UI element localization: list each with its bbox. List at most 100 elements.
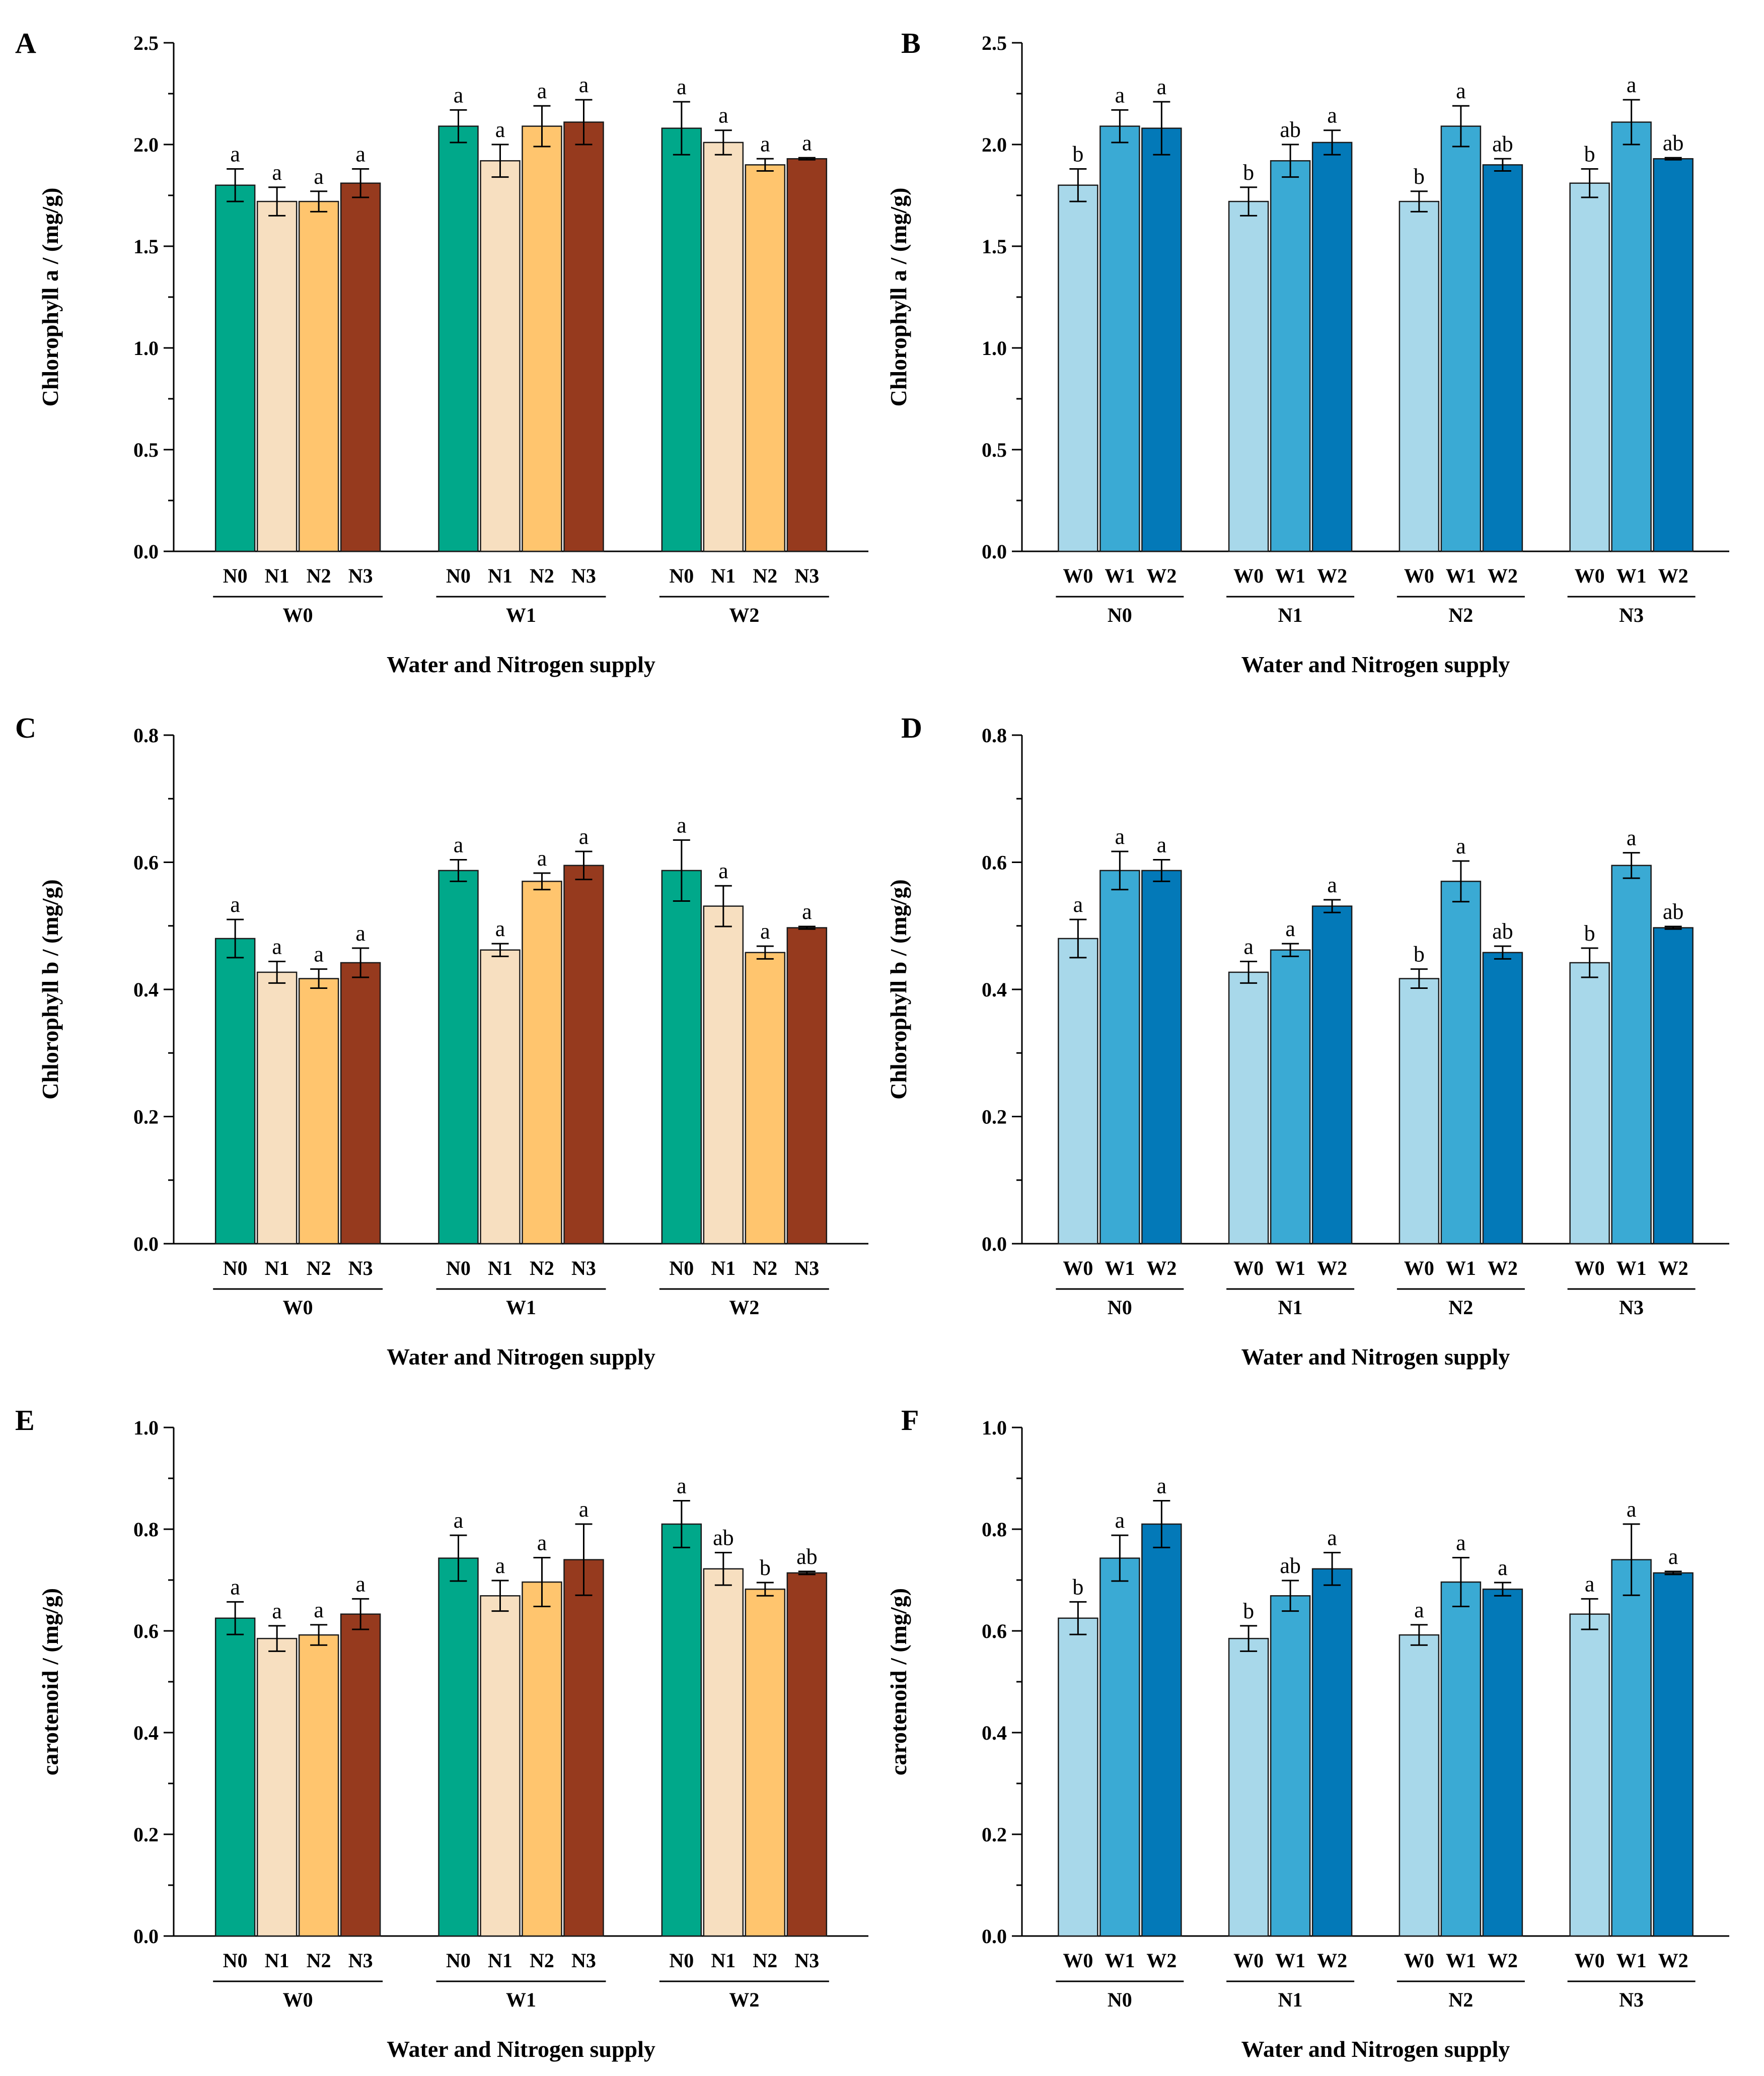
y-tick-label: 0.2	[133, 1823, 159, 1846]
group-label: N0	[1108, 604, 1132, 626]
category-label: N3	[794, 564, 819, 587]
significance-label: a	[1285, 916, 1295, 941]
bar-f-n3-w0	[1569, 1613, 1610, 1937]
category-label: W0	[1575, 1949, 1605, 1972]
bar-c-w2-n2	[745, 952, 786, 1245]
significance-label: a	[230, 892, 240, 917]
category-label: W2	[1658, 564, 1688, 587]
significance-label: a	[760, 131, 770, 156]
category-label: W1	[1446, 1257, 1476, 1279]
group-label: N2	[1448, 604, 1473, 626]
significance-label: a	[1585, 1571, 1595, 1596]
y-tick-label: 0.0	[982, 540, 1007, 563]
significance-label: a	[314, 942, 324, 967]
significance-label: b	[760, 1555, 771, 1580]
y-tick-label: 0.0	[133, 1233, 159, 1255]
category-label: W1	[1446, 564, 1476, 587]
significance-label: a	[1243, 934, 1254, 959]
category-label: N3	[348, 564, 373, 587]
significance-label: a	[1327, 1525, 1337, 1550]
panel-letter: E	[15, 1404, 35, 1437]
category-label: N3	[794, 1949, 819, 1972]
category-label: N0	[669, 1257, 694, 1279]
bar-f-n3-w2	[1653, 1572, 1694, 1937]
y-tick-label: 1.0	[133, 337, 159, 360]
significance-label: a	[1157, 75, 1167, 99]
significance-label: a	[1073, 892, 1083, 917]
x-axis-title: Water and Nitrogen supply	[1241, 1344, 1510, 1370]
bar-f-n1-w1	[1270, 1595, 1311, 1937]
bar-d-n0-w2	[1141, 870, 1182, 1245]
significance-label: a	[579, 73, 589, 97]
bar-b-n0-w2	[1141, 127, 1182, 552]
significance-label: b	[1072, 1574, 1083, 1599]
category-label: W0	[1575, 564, 1605, 587]
y-tick-label: 0.0	[133, 540, 159, 563]
significance-label: a	[314, 164, 324, 189]
bar-e-w2-n2	[745, 1588, 786, 1937]
significance-label: a	[537, 79, 547, 103]
bar-e-w0-n0	[214, 1617, 256, 1937]
bar-d-n3-w2	[1653, 927, 1694, 1245]
panel-letter: D	[901, 711, 922, 744]
category-label: W0	[1404, 564, 1434, 587]
significance-label: a	[230, 141, 240, 166]
group-label: N1	[1278, 604, 1303, 626]
significance-label: ab	[1280, 117, 1301, 142]
significance-label: a	[454, 1508, 464, 1533]
category-label: W1	[1275, 1949, 1305, 1972]
panel-a: A 0.0 0.5 1.0 1.5 2.0 2.5 Chlorophyll a / (mg/g…	[15, 27, 868, 677]
category-label: N1	[488, 1257, 512, 1279]
bar-c-w0-n0	[214, 938, 256, 1245]
panel-letter: C	[15, 711, 36, 744]
category-label: W1	[1105, 1949, 1135, 1972]
significance-label: a	[677, 813, 687, 837]
bar-e-w0-n2	[298, 1634, 339, 1937]
group-label: N3	[1619, 1988, 1644, 2011]
significance-label: a	[1115, 1508, 1125, 1533]
bar-f-n3-w1	[1611, 1559, 1652, 1937]
panel-letter: F	[901, 1404, 919, 1437]
bar-d-n0-w1	[1099, 870, 1140, 1245]
significance-label: a	[314, 1598, 324, 1622]
panel-e: E 0.0 0.2 0.4 0.6 0.8 1.0 carotenoid / (mg/g) a N…	[15, 1404, 868, 2062]
category-label: N2	[753, 564, 777, 587]
significance-label: a	[1414, 1598, 1424, 1622]
category-label: N0	[223, 1257, 248, 1279]
significance-label: ab	[1280, 1553, 1301, 1578]
y-tick-label: 2.0	[133, 133, 159, 156]
significance-label: a	[454, 83, 464, 107]
significance-label: a	[718, 858, 728, 883]
bar-c-w0-n3	[340, 962, 381, 1245]
category-label: N3	[348, 1949, 373, 1972]
significance-label: a	[495, 1553, 505, 1578]
significance-label: a	[272, 934, 282, 959]
bar-e-w2-n3	[786, 1572, 828, 1937]
significance-label: a	[1456, 834, 1466, 858]
category-label: W2	[1658, 1949, 1688, 1972]
category-label: N2	[753, 1257, 777, 1279]
bar-a-w2-n1	[703, 141, 744, 552]
bar-e-w1-n1	[480, 1595, 521, 1937]
y-tick-label: 0.8	[133, 1518, 159, 1541]
category-label: W2	[1488, 1257, 1518, 1279]
significance-label: a	[579, 1497, 589, 1522]
significance-label: b	[1414, 942, 1425, 967]
significance-label: ab	[1492, 919, 1513, 944]
category-label: N3	[348, 1257, 373, 1279]
y-tick-label: 0.0	[982, 1233, 1007, 1255]
category-label: N3	[571, 1949, 596, 1972]
y-tick-label: 1.0	[982, 1416, 1007, 1439]
significance-label: a	[1327, 873, 1337, 897]
bar-a-w2-n2	[745, 164, 786, 552]
y-tick-label: 0.0	[982, 1925, 1007, 1948]
bar-f-n0-w1	[1099, 1557, 1140, 1937]
significance-label: b	[1243, 1599, 1254, 1623]
category-label: W0	[1233, 1949, 1264, 1972]
bar-a-w2-n0	[661, 127, 702, 552]
panel-d: D 0.0 0.2 0.4 0.6 0.8 Chlorophyll b / (mg/g) a W…	[886, 711, 1729, 1370]
category-label: W1	[1616, 1949, 1647, 1972]
bar-b-n0-w1	[1099, 125, 1140, 552]
y-tick-label: 2.5	[982, 32, 1007, 54]
